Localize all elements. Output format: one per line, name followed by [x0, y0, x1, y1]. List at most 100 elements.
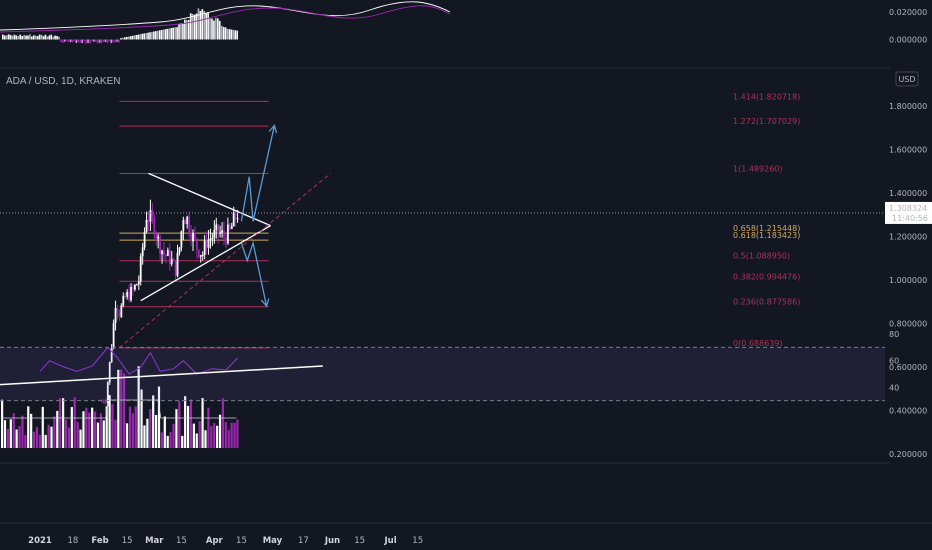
time-axis-label: 2021 — [28, 536, 52, 546]
price-tick-label: 1.200000 — [889, 233, 927, 242]
projection-down-arrow-path[interactable] — [240, 240, 268, 307]
macd-bar — [42, 36, 45, 40]
volume-bar — [157, 386, 161, 448]
macd-bar — [127, 36, 130, 40]
volume-bar — [117, 369, 120, 448]
fib-level-label: 1(1.489260) — [733, 165, 783, 174]
volume-bar — [120, 369, 123, 448]
volume-bar — [47, 424, 50, 448]
candle-body — [116, 307, 119, 313]
volume-bar — [15, 429, 18, 448]
time-axis-label: May — [263, 536, 283, 546]
candle-body — [236, 218, 239, 220]
projection-down-arrow-head[interactable] — [260, 298, 270, 308]
candle-body — [145, 219, 148, 232]
macd-bar — [131, 35, 134, 40]
currency-button[interactable]: USD — [895, 71, 919, 87]
triangle-upper-line[interactable] — [148, 172, 271, 227]
candle-body — [180, 231, 183, 248]
volume-bar — [154, 415, 158, 448]
currency-button-label[interactable]: USD — [898, 75, 915, 84]
macd-bar — [203, 10, 206, 40]
volume-bar — [221, 398, 225, 448]
macd-bar — [2, 34, 4, 40]
triangle-lower-line[interactable] — [140, 225, 271, 302]
candle-body — [195, 238, 198, 250]
volume-bar — [12, 413, 15, 448]
macd-bar — [143, 33, 146, 40]
currency-button-frame[interactable] — [895, 71, 919, 87]
time-axis-label: 15 — [176, 536, 187, 546]
macd-histogram — [2, 8, 238, 44]
volume-bar — [105, 406, 108, 448]
candle-body — [170, 259, 173, 265]
macd-bar — [48, 35, 51, 40]
candle-body — [178, 247, 181, 253]
volume-bar — [236, 419, 239, 448]
macd-bar — [87, 39, 89, 44]
candle-body — [205, 240, 208, 248]
volume-bar — [210, 426, 213, 448]
price-tick-label: 0.800000 — [889, 320, 927, 329]
volume-bars — [1, 366, 239, 448]
macd-bar — [189, 13, 192, 40]
volume-bar — [41, 406, 44, 448]
macd-bar — [3, 35, 6, 40]
macd-signal-line — [0, 5, 451, 33]
volume-bar — [76, 421, 79, 448]
candle-body — [207, 239, 210, 248]
macd-bar — [141, 33, 144, 40]
macd-bar — [217, 18, 219, 40]
candle-body — [163, 250, 165, 255]
candle-body — [106, 382, 109, 403]
macd-bar — [160, 29, 163, 40]
macd-bar — [151, 31, 153, 40]
chart-drawings[interactable] — [119, 124, 331, 348]
macd-bar — [116, 39, 118, 42]
macd-bar — [71, 39, 74, 43]
volume-bar — [108, 395, 111, 448]
macd-bar — [133, 35, 136, 40]
macd-bar — [184, 19, 186, 40]
macd-bar — [11, 35, 14, 40]
rsi-tick-label: 60 — [889, 357, 899, 366]
rsi-tick-label: 40 — [889, 383, 899, 392]
macd-bar — [164, 29, 167, 40]
volume-bar — [56, 410, 59, 448]
macd-bar — [120, 38, 122, 40]
macd-bar — [46, 36, 49, 40]
symbol-legend[interactable]: ADA / USD, 1D, KRAKEN — [6, 76, 120, 87]
candle-body — [168, 250, 171, 265]
candle-body — [157, 236, 160, 239]
volume-bar — [9, 419, 12, 448]
macd-bar — [75, 39, 78, 44]
projection-up-arrow-head[interactable] — [268, 124, 278, 134]
volume-bar — [96, 422, 100, 448]
candle-body — [201, 254, 204, 256]
dashed-trendline[interactable] — [119, 173, 331, 348]
price-tick-label: 1.400000 — [889, 189, 927, 198]
fib-level-label: 0(0.688639) — [733, 339, 783, 348]
macd-bar — [182, 23, 184, 40]
macd-tick-label: 0.020000 — [889, 8, 927, 17]
volume-bar — [6, 428, 10, 448]
fibonacci-levels[interactable]: 1.414(1.820718) 1.272(1.707029) 1(1.489260… — [119, 92, 800, 349]
macd-bar — [220, 25, 223, 40]
macd-bar — [162, 29, 165, 40]
macd-bar — [62, 39, 64, 43]
projection-up-arrow-path[interactable] — [240, 125, 276, 222]
macd-bar — [110, 39, 113, 44]
macd-bar — [209, 17, 211, 40]
volume-bar — [204, 430, 207, 448]
macd-bar — [222, 26, 225, 40]
macd-tick-label: 0.000000 — [889, 36, 927, 45]
volume-bar — [224, 421, 227, 448]
candle-body — [190, 233, 192, 242]
volume-bar — [64, 419, 68, 448]
candle-body — [188, 216, 191, 234]
candle-body — [137, 281, 140, 285]
rsi-band-fill — [0, 347, 885, 401]
rsi-trendline[interactable] — [0, 365, 323, 386]
macd-bar — [139, 34, 142, 40]
